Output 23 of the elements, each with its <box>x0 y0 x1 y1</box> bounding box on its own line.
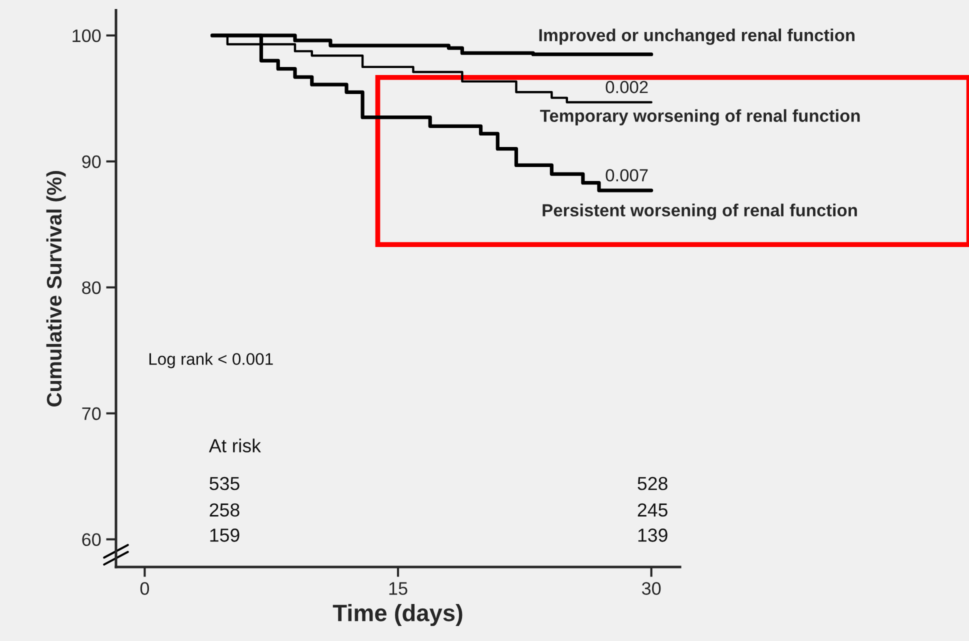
annotation: 159 <box>210 528 240 542</box>
y-tick-label: 60 <box>82 533 101 546</box>
series-label: Temporary worsening of renal function <box>540 109 860 126</box>
x-axis-title: Time (days) <box>332 604 462 626</box>
annotation: 0.002 <box>606 80 648 94</box>
annotation: Log rank < 0.001 <box>149 352 273 368</box>
x-tick-label: 0 <box>140 582 150 595</box>
y-tick-label: 90 <box>82 155 101 168</box>
annotation: 258 <box>210 503 240 517</box>
x-tick-label: 30 <box>642 582 661 595</box>
annotation: 535 <box>210 476 240 490</box>
y-tick-label: 80 <box>82 281 101 294</box>
y-tick-label: 70 <box>82 407 101 420</box>
annotation: At risk <box>208 438 261 452</box>
series-label: Persistent worsening of renal function <box>542 204 857 220</box>
y-tick-label: 100 <box>72 29 101 42</box>
series-label: Improved or unchanged renal function <box>539 28 854 45</box>
y-axis-title: Cumulative Survival (%) <box>46 171 66 406</box>
annotation: 528 <box>638 476 668 490</box>
annotation: 0.007 <box>606 169 648 182</box>
x-tick-label: 15 <box>389 582 408 595</box>
annotation: 245 <box>638 503 668 517</box>
annotation: 139 <box>638 528 668 542</box>
